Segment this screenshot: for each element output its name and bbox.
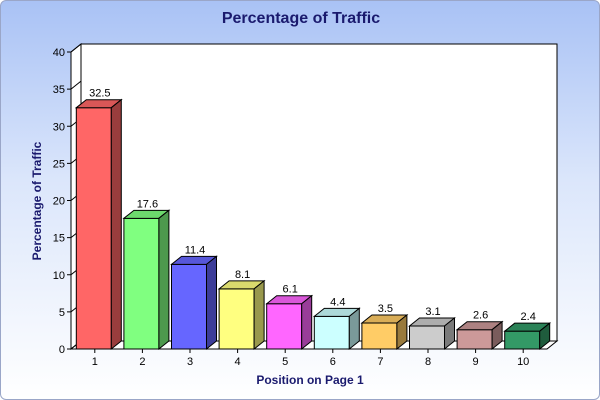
bar [75,107,112,350]
bar-value-label: 2.4 [521,311,536,323]
x-tick-label: 2 [139,356,145,368]
plot-area: 0 5 10 15 20 25 30 35 40 32.5 1 17.6 2 11.4 3 8.1 4 6.1 5 4… [53,42,559,368]
x-tick-label: 10 [517,356,529,368]
bar [123,217,160,350]
bar-value-label: 17.6 [137,198,158,210]
x-tick-label: 8 [425,356,431,368]
bar-side [301,294,313,351]
bar-side [110,98,122,351]
x-tick-label: 5 [282,356,288,368]
bar-value-label: 6.1 [283,284,298,296]
bar-value-label: 32.5 [89,88,110,100]
bar [504,330,541,350]
bar-side [444,316,455,351]
bar-side [491,320,503,351]
y-tick-label: 5 [59,307,65,319]
bar [409,325,445,350]
chart-title: Percentage of Traffic [222,10,380,27]
bar-side [158,209,170,351]
x-tick-label: 7 [377,356,383,368]
x-tick-label: 9 [473,356,479,368]
bar-value-label: 8.1 [235,269,250,281]
y-tick-label: 30 [53,121,65,133]
bar-value-label: 3.5 [378,303,393,315]
bar-side [348,307,360,351]
bar [313,315,350,350]
x-tick-label: 3 [187,356,193,368]
bar-side [539,322,551,351]
bar [171,263,207,350]
bar [456,329,493,350]
bar-side [396,313,408,351]
bar-side [206,255,217,351]
y-axis-title: Percentage of Traffic [30,141,44,260]
bar-value-label: 2.6 [473,310,488,322]
x-tick-label: 6 [330,356,336,368]
y-tick-label: 20 [53,196,65,208]
x-tick-label: 1 [92,356,98,368]
bar-value-label: 11.4 [185,244,206,256]
y-tick-label: 0 [59,344,65,356]
bar [266,303,303,350]
y-tick-label: 35 [53,84,65,96]
bar [218,288,255,350]
bar-side [253,279,265,351]
y-tick-depth-line [70,80,82,90]
bar-value-label: 3.1 [425,306,440,318]
y-tick-label: 10 [53,270,65,282]
x-tick-label: 4 [235,356,241,368]
bar [361,322,398,350]
x-axis-title: Position on Page 1 [256,373,364,387]
y-tick-depth-line [70,43,82,53]
bar-value-label: 4.4 [330,296,345,308]
y-tick-label: 25 [53,158,65,170]
y-tick-label: 40 [53,47,65,59]
y-tick-label: 15 [53,233,65,245]
